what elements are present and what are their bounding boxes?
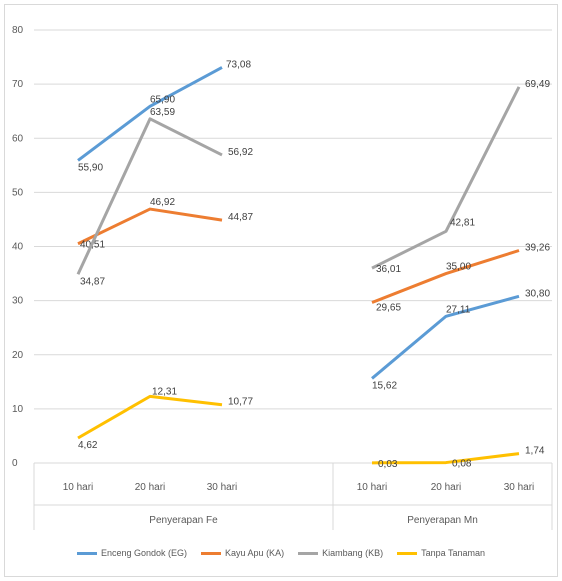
data-label: 44,87 [228, 212, 253, 223]
data-label: 0,03 [378, 459, 398, 470]
y-tick-label: 40 [12, 242, 24, 253]
legend-label: Kiambang (KB) [322, 548, 384, 558]
data-label: 46,92 [150, 197, 175, 208]
legend-swatch [298, 551, 319, 555]
legend-swatch [201, 551, 222, 555]
series-line [77, 66, 223, 162]
data-label: 42,81 [450, 217, 475, 228]
x-tick-label: 10 hari [357, 482, 388, 493]
y-tick-label: 10 [12, 404, 24, 415]
data-label: 10,77 [228, 397, 253, 408]
y-tick-label: 30 [12, 296, 24, 307]
legend-label: Enceng Gondok (EG) [100, 548, 188, 558]
x-tick-label: 20 hari [431, 482, 462, 493]
data-label: 0,08 [452, 459, 472, 470]
legend-label: Kayu Apu (KA) [225, 548, 285, 558]
y-tick-label: 20 [12, 350, 24, 361]
data-label: 30,80 [525, 288, 550, 299]
data-label: 4,62 [78, 440, 98, 451]
data-label: 35,00 [446, 262, 471, 273]
x-group-label: Penyerapan Mn [407, 515, 478, 526]
data-label: 39,26 [525, 243, 550, 254]
legend-item: Enceng Gondok (EG) [76, 548, 188, 558]
data-label: 1,74 [525, 446, 545, 457]
series-line [77, 394, 223, 440]
legend-label: Tanpa Tanaman [421, 548, 485, 558]
series-line [371, 294, 520, 380]
data-label: 69,49 [525, 79, 550, 90]
data-label: 36,01 [376, 264, 401, 275]
y-tick-label: 60 [12, 133, 24, 144]
legend-item: Kiambang (KB) [298, 548, 383, 558]
data-label: 29,65 [376, 303, 401, 314]
data-label: 65,90 [150, 94, 175, 105]
series-line [76, 117, 223, 275]
y-tick-label: 80 [12, 25, 24, 36]
data-label: 56,92 [228, 147, 253, 158]
legend-item: Tanpa Tanaman [397, 548, 485, 558]
data-label: 55,90 [78, 162, 103, 173]
chart-frame [4, 4, 558, 577]
x-tick-label: 10 hari [63, 482, 94, 493]
x-tick-label: 30 hari [207, 482, 238, 493]
y-tick-label: 0 [12, 458, 18, 469]
legend-swatch [397, 551, 418, 555]
x-group-label: Penyerapan Fe [149, 515, 218, 526]
data-label: 27,11 [446, 304, 471, 315]
data-label: 73,08 [226, 59, 251, 70]
chart-legend: Enceng Gondok (EG) Kayu Apu (KA) Kiambang … [0, 548, 562, 558]
series-line [371, 249, 520, 304]
data-label: 15,62 [372, 380, 397, 391]
data-label: 63,59 [150, 107, 175, 118]
legend-item: Kayu Apu (KA) [201, 548, 284, 558]
series-line [371, 452, 520, 465]
y-tick-label: 50 [12, 187, 24, 198]
series-line [371, 86, 521, 270]
legend-swatch [76, 551, 97, 555]
y-tick-label: 70 [12, 79, 24, 90]
data-label: 34,87 [80, 276, 105, 287]
series-line [77, 207, 223, 246]
x-tick-label: 20 hari [135, 482, 166, 493]
x-tick-label: 30 hari [504, 482, 535, 493]
data-label: 12,31 [152, 386, 177, 397]
